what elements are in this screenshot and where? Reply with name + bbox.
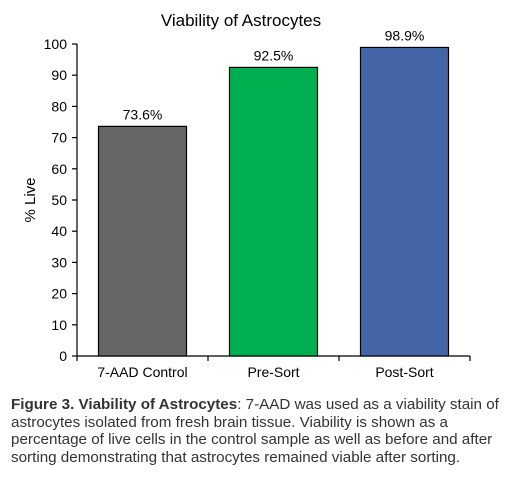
y-tick-label: 0 <box>59 348 67 364</box>
y-tick-label: 70 <box>51 130 67 146</box>
bar-value-label: 98.9% <box>385 27 425 43</box>
y-tick-label: 40 <box>51 223 67 239</box>
y-tick-label: 90 <box>51 67 67 83</box>
figure-caption: Figure 3. Viability of Astrocytes: 7-AAD… <box>11 396 519 466</box>
y-tick-label: 20 <box>51 286 67 302</box>
x-tick-label: Post-Sort <box>375 364 433 380</box>
x-tick-label: Pre-Sort <box>247 364 299 380</box>
caption-lead: Figure 3. Viability of Astrocytes <box>11 396 238 413</box>
x-tick-label: 7-AAD Control <box>97 364 187 380</box>
bar-value-label: 92.5% <box>254 47 294 63</box>
y-tick-label: 80 <box>51 98 67 114</box>
y-tick-label: 10 <box>51 317 67 333</box>
bar <box>228 66 319 357</box>
y-tick-label: 30 <box>51 254 67 270</box>
y-tick-label: 60 <box>51 161 67 177</box>
bar-chart: Viability of Astrocytes % Live 0 10 20 30 40… <box>22 11 471 380</box>
y-axis-label: % Live <box>22 177 39 222</box>
caption-body: : 7-AAD was used as a viability stain of… <box>11 396 499 466</box>
y-tick-label: 50 <box>51 192 67 208</box>
chart-title: Viability of Astrocytes <box>161 11 321 30</box>
bar <box>359 46 450 357</box>
bar <box>97 125 188 357</box>
bar-value-label: 73.6% <box>123 106 163 122</box>
y-tick-label: 100 <box>44 36 68 52</box>
